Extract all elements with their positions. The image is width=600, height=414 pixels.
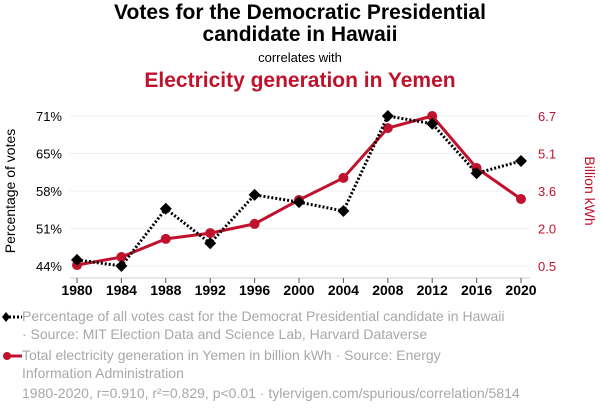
chart-title: Votes for the Democratic Presidential ca…	[0, 2, 600, 46]
electricity-point	[382, 123, 393, 134]
votes-point	[470, 167, 483, 180]
y-axis-left-label: Percentage of votes	[2, 129, 18, 254]
chart-title-line-2: candidate in Hawaii	[202, 23, 398, 46]
chart-subtitle: Electricity generation in Yemen	[144, 69, 456, 92]
x-tick-label: 1996	[239, 282, 270, 298]
votes-point	[337, 205, 350, 217]
electricity-point	[516, 193, 526, 204]
axes	[70, 277, 530, 283]
y-left-tick-label: 51%	[36, 222, 62, 237]
y-right-tick-label: 2.0	[538, 222, 556, 237]
gridlines	[70, 115, 530, 267]
votes-point	[293, 196, 305, 209]
votes-point	[515, 155, 527, 167]
electricity-point	[249, 218, 260, 229]
y-left-tick-label: 71%	[36, 109, 62, 124]
y-right-tick-label: 5.1	[538, 147, 556, 162]
x-axis-ticks: 1980 1984 1988 1992 1996 2000 2004 2008 2012 2016…	[61, 282, 536, 298]
legend-electricity-source: Information Administration	[22, 365, 184, 381]
chart-title-line-1: Votes for the Democratic Presidential	[114, 1, 486, 24]
electricity-point	[427, 111, 438, 121]
votes-point	[248, 188, 261, 201]
electricity-point	[205, 228, 216, 239]
x-tick-label: 1992	[195, 282, 226, 298]
legend-electricity-label: Total electricity generation in Yemen in…	[22, 347, 441, 363]
y-axis-right-label: Billion kWh	[582, 156, 598, 225]
x-tick-label: 2012	[417, 282, 448, 298]
x-tick-label: 1980	[61, 282, 92, 298]
x-tick-label: 1984	[106, 282, 137, 298]
x-tick-label: 2000	[283, 282, 314, 298]
electricity-point	[116, 252, 127, 263]
votes-point	[426, 117, 439, 130]
legend-votes-label: Percentage of all votes cast for the Dem…	[22, 308, 505, 324]
y-left-tick-label: 65%	[36, 147, 62, 162]
votes-point	[381, 110, 394, 122]
x-tick-label: 2004	[328, 282, 359, 298]
y-axis-right-ticks: 0.5 2.0 3.6 5.1 6.7	[538, 109, 556, 274]
legend-swatch-diamond-dotted-icon	[2, 312, 22, 322]
x-tick-label: 2016	[461, 282, 492, 298]
x-tick-label: 2020	[505, 282, 536, 298]
x-tick-label: 2008	[372, 282, 403, 298]
votes-point	[71, 253, 83, 266]
legend-swatch-circle-solid-icon	[3, 352, 22, 360]
electricity-point	[160, 233, 171, 244]
legend-votes-source: · Source: MIT Election Data and Science …	[22, 326, 428, 342]
votes-point	[204, 237, 217, 250]
electricity-point	[338, 172, 349, 183]
footer-stats: 1980-2020, r=0.910, r²=0.829, p<0.01 · t…	[22, 385, 520, 401]
series-votes-hawaii	[71, 110, 527, 272]
y-left-tick-label: 44%	[36, 259, 62, 274]
y-axis-left-ticks: 44% 51% 58% 65% 71%	[36, 109, 62, 274]
votes-point	[159, 202, 172, 215]
y-right-tick-label: 3.6	[538, 184, 556, 199]
y-left-tick-label: 58%	[36, 184, 62, 199]
x-tick-label: 1988	[150, 282, 181, 298]
y-right-tick-label: 0.5	[538, 259, 556, 274]
chart-area: 44% 51% 58% 65% 71% 0.5 2.0 3.6 5.1 6.7 1980 1984…	[2, 109, 598, 298]
votes-point	[115, 260, 128, 272]
y-right-tick-label: 6.7	[538, 109, 556, 124]
correlates-with-text: correlates with	[258, 50, 342, 65]
